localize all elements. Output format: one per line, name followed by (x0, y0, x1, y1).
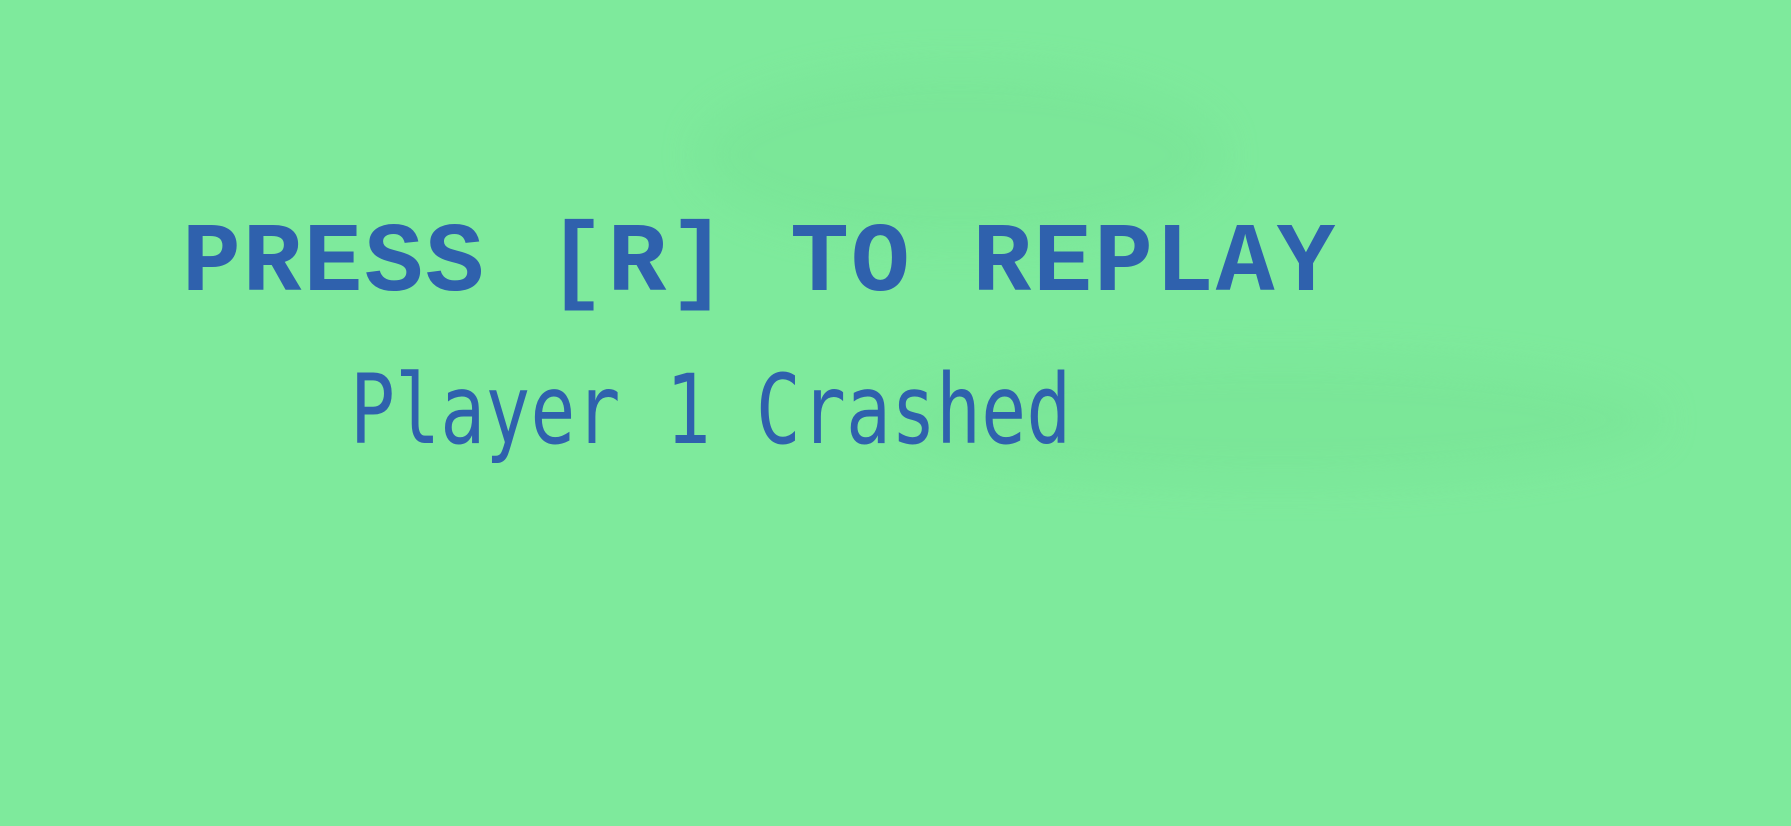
replay-prompt: PRESS [R] TO REPLAY (182, 209, 1338, 320)
background-glow (700, 70, 1220, 240)
crash-status-message: Player 1 Crashed (350, 354, 1072, 466)
background-glow (900, 360, 1660, 480)
